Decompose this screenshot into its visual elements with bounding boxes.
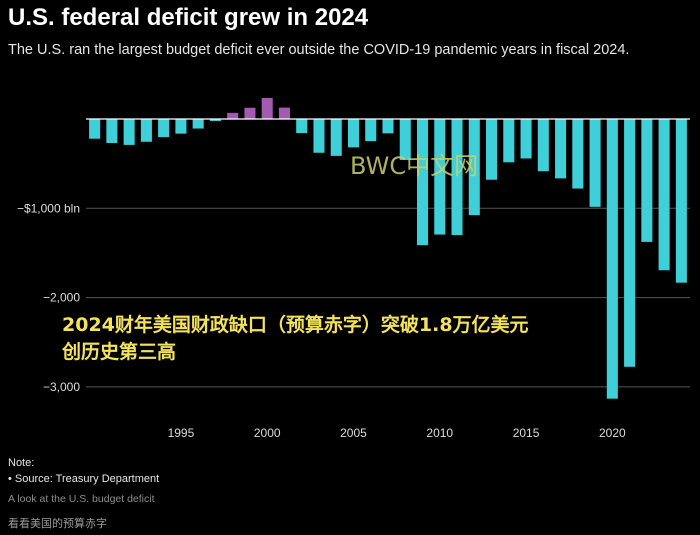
bar-2005 (347, 119, 360, 148)
bar-2000 (261, 97, 273, 119)
bar-1994 (158, 119, 170, 138)
deficit-bar-chart: −$1,000 bln −2,000 −3,000 1995 2000 2005 2010… (17, 97, 690, 440)
bar-2004 (330, 119, 342, 156)
headline-overlay-line2: 创历史第三高 (62, 341, 177, 363)
bar-2023 (658, 119, 670, 271)
bar-2012 (468, 119, 480, 216)
bar-2010 (434, 119, 446, 235)
note-label: Note: (8, 457, 35, 469)
chart-title: U.S. federal deficit grew in 2024 (8, 4, 369, 31)
bar-2024 (675, 119, 687, 283)
x-tick-label: 2015 (513, 426, 540, 440)
bar-2020 (606, 119, 618, 399)
bar-1995 (175, 119, 187, 134)
watermark-text: BWC中文网 (350, 152, 479, 180)
note-source: • Source: Treasury Department (8, 473, 160, 485)
bar-1997 (209, 119, 221, 121)
bars (89, 97, 687, 399)
x-tick-label: 2005 (340, 426, 367, 440)
bar-1991 (106, 119, 118, 144)
bar-2022 (641, 119, 653, 242)
bar-2006 (365, 119, 377, 142)
headline-overlay: 2024财年美国财政缺口（预算赤字）突破1.8万亿美元 创历史第三高 (62, 312, 622, 366)
bar-2017 (555, 119, 567, 179)
bottom-caption: 看看美国的预算赤字 (8, 517, 107, 530)
gridlines (86, 207, 690, 388)
x-tick-label: 2010 (426, 426, 453, 440)
y-tick-label: −$1,000 bln (17, 201, 80, 215)
bar-2019 (589, 119, 601, 207)
bar-2016 (537, 119, 549, 172)
x-tick-label: 2000 (254, 426, 281, 440)
x-tick-label: 2020 (599, 426, 626, 440)
bar-2007 (382, 119, 394, 134)
bar-1996 (192, 119, 204, 129)
bar-1992 (123, 119, 135, 145)
y-tick-label: −2,000 (43, 291, 80, 305)
bar-2003 (313, 119, 325, 153)
bar-1990 (89, 119, 101, 139)
bar-2015 (520, 119, 532, 159)
x-tick-label: 1995 (168, 426, 195, 440)
bar-2001 (278, 107, 290, 119)
headline-overlay-line1: 2024财年美国财政缺口（预算赤字）突破1.8万亿美元 (62, 314, 529, 336)
bar-1998 (227, 112, 239, 119)
bar-1999 (244, 107, 256, 119)
bar-1993 (140, 119, 152, 142)
bar-2014 (503, 119, 515, 163)
y-tick-label: −3,000 (43, 380, 80, 394)
chart-subtitle: The U.S. ran the largest budget deficit … (8, 42, 630, 58)
x-axis-ticks: 1995 2000 2005 2010 2015 2020 (168, 426, 626, 440)
bar-2002 (296, 119, 308, 134)
bar-2018 (572, 119, 584, 189)
bar-2008 (399, 119, 411, 160)
image-caption: A look at the U.S. budget deficit (8, 493, 155, 505)
bar-2021 (624, 119, 636, 367)
bar-2011 (451, 119, 463, 236)
y-axis-ticks: −$1,000 bln −2,000 −3,000 (17, 201, 80, 394)
bar-2013 (486, 119, 498, 180)
bar-2009 (416, 119, 429, 246)
